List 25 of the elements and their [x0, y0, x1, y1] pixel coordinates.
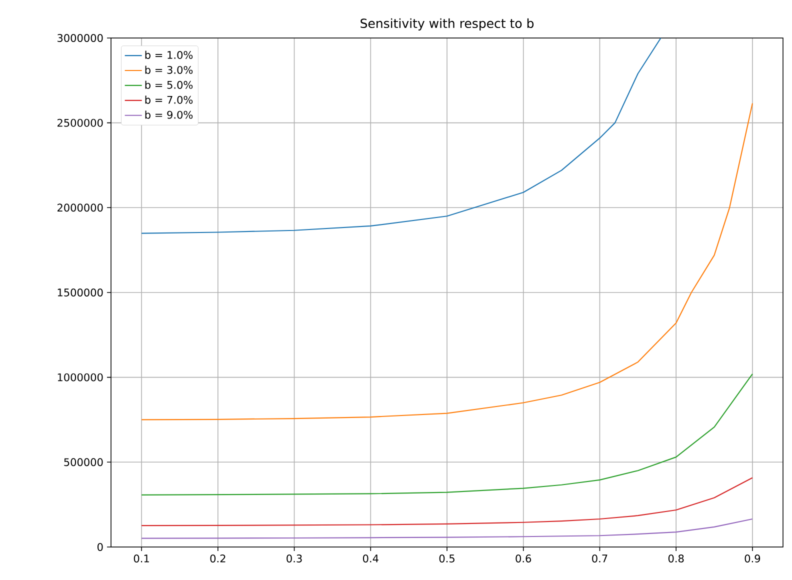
line-series	[141, 102, 754, 420]
y-tick-label: 1000000	[58, 373, 103, 382]
legend-label: b = 9.0%	[145, 110, 193, 119]
x-tick-label: 0.4	[362, 554, 378, 562]
legend-label: b = 5.0%	[145, 80, 193, 89]
legend-label: b = 1.0%	[145, 50, 193, 59]
line-series	[141, 38, 662, 234]
y-tick-label: 500000	[64, 458, 103, 466]
y-tick-label: 2000000	[57, 204, 103, 212]
legend-label: b = 7.0%	[145, 96, 193, 104]
y-tick-label: 0	[97, 543, 103, 551]
y-tick-label: 2500000	[57, 118, 103, 127]
x-tick-label: 0.9	[744, 554, 760, 562]
x-tick-label: 0.2	[210, 554, 226, 562]
y-tick-label: 3000000	[58, 34, 103, 42]
legend-label: b = 3.0%	[145, 66, 193, 74]
x-tick-label: 0.8	[668, 554, 684, 562]
x-tick-label: 0.6	[516, 554, 532, 562]
line-series	[141, 518, 754, 539]
x-tick-label: 0.5	[439, 554, 454, 562]
y-tick-label: 1500000	[58, 288, 103, 296]
x-tick-label: 0.7	[592, 554, 608, 562]
x-tick-label: 0.1	[134, 554, 149, 562]
chart-title: Sensitivity with respect to b	[360, 18, 534, 30]
x-tick-label: 0.3	[286, 554, 302, 562]
